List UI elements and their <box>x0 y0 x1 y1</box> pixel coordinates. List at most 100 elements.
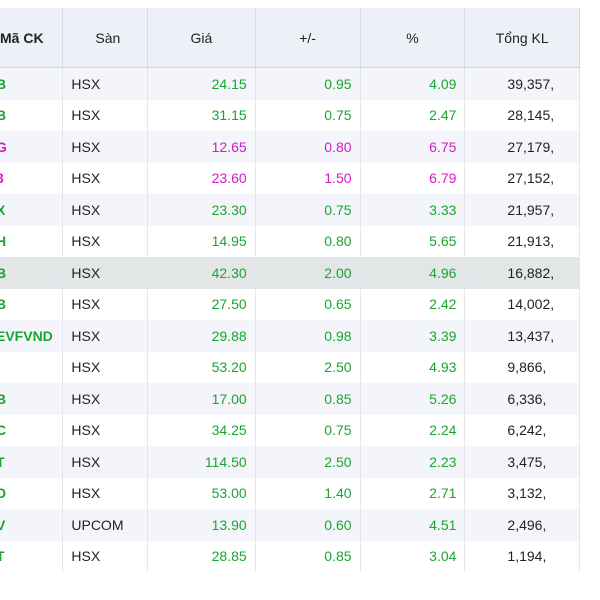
stock-code-cell: X <box>0 194 64 226</box>
stock-table: Mã CK Sàn Giá +/- % Tổng KL BHSX24.150.9… <box>0 8 580 572</box>
stock-code-cell: T <box>0 446 64 478</box>
exchange-cell: HSX <box>62 351 149 383</box>
percent-cell: 4.96 <box>360 257 466 289</box>
percent-cell: 5.26 <box>360 383 466 415</box>
total-volume-cell: 21,913, <box>464 225 580 257</box>
price-cell: 28.85 <box>147 540 256 572</box>
price-cell: 27.50 <box>147 288 256 320</box>
stock-code-cell: B <box>0 99 64 131</box>
percent-cell: 2.71 <box>360 477 466 509</box>
table-row[interactable]: DHSX53.001.402.713,132, <box>0 477 580 509</box>
exchange-cell: HSX <box>62 99 149 131</box>
header-volume[interactable]: Tổng KL <box>464 8 580 68</box>
stock-code-cell: T <box>0 540 64 572</box>
change-cell: 0.80 <box>255 131 361 163</box>
total-volume-cell: 27,152, <box>464 162 580 194</box>
stock-code-cell: B <box>0 383 64 415</box>
total-volume-cell: 21,957, <box>464 194 580 226</box>
exchange-cell: HSX <box>62 225 149 257</box>
change-cell: 1.40 <box>255 477 361 509</box>
stock-code-cell: B <box>0 257 64 289</box>
change-cell: 0.95 <box>255 67 361 100</box>
stock-code-cell: C <box>0 414 64 446</box>
change-cell: 0.60 <box>255 509 361 541</box>
header-change[interactable]: +/- <box>255 8 361 68</box>
total-volume-cell: 3,475, <box>464 446 580 478</box>
total-volume-cell: 39,357, <box>464 67 580 100</box>
percent-cell: 2.42 <box>360 288 466 320</box>
total-volume-cell: 6,242, <box>464 414 580 446</box>
percent-cell: 4.51 <box>360 509 466 541</box>
table-row[interactable]: THSX28.850.853.041,194, <box>0 540 580 572</box>
percent-cell: 2.23 <box>360 446 466 478</box>
stock-code-cell: G <box>0 131 64 163</box>
change-cell: 0.98 <box>255 320 361 352</box>
change-cell: 1.50 <box>255 162 361 194</box>
table-row[interactable]: IHSX53.202.504.939,866, <box>0 351 580 383</box>
header-exchange[interactable]: Sàn <box>62 8 149 68</box>
table-row[interactable]: THSX114.502.502.233,475, <box>0 446 580 478</box>
exchange-cell: HSX <box>62 383 149 415</box>
percent-cell: 5.65 <box>360 225 466 257</box>
table-row[interactable]: VUPCOM13.900.604.512,496, <box>0 509 580 541</box>
total-volume-cell: 28,145, <box>464 99 580 131</box>
price-cell: 31.15 <box>147 99 256 131</box>
header-percent[interactable]: % <box>360 8 466 68</box>
stock-code-cell: D <box>0 477 64 509</box>
change-cell: 0.65 <box>255 288 361 320</box>
total-volume-cell: 1,194, <box>464 540 580 572</box>
price-cell: 12.65 <box>147 131 256 163</box>
exchange-cell: HSX <box>62 540 149 572</box>
table-row[interactable]: BHSX17.000.855.266,336, <box>0 383 580 415</box>
exchange-cell: HSX <box>62 288 149 320</box>
change-cell: 2.00 <box>255 257 361 289</box>
price-cell: 53.20 <box>147 351 256 383</box>
exchange-cell: HSX <box>62 446 149 478</box>
percent-cell: 4.93 <box>360 351 466 383</box>
stock-code-cell: H <box>0 225 64 257</box>
stock-code-cell: EVFVND <box>0 320 64 352</box>
change-cell: 0.85 <box>255 540 361 572</box>
price-cell: 114.50 <box>147 446 256 478</box>
percent-cell: 6.75 <box>360 131 466 163</box>
header-price[interactable]: Giá <box>147 8 256 68</box>
percent-cell: 6.79 <box>360 162 466 194</box>
header-code[interactable]: Mã CK <box>0 8 64 68</box>
change-cell: 0.75 <box>255 99 361 131</box>
price-cell: 34.25 <box>147 414 256 446</box>
total-volume-cell: 13,437, <box>464 320 580 352</box>
price-cell: 29.88 <box>147 320 256 352</box>
exchange-cell: HSX <box>62 320 149 352</box>
price-cell: 23.60 <box>147 162 256 194</box>
stock-code-cell: 3 <box>0 162 64 194</box>
percent-cell: 2.24 <box>360 414 466 446</box>
exchange-cell: HSX <box>62 162 149 194</box>
exchange-cell: HSX <box>62 414 149 446</box>
exchange-cell: HSX <box>62 67 149 100</box>
change-cell: 2.50 <box>255 351 361 383</box>
total-volume-cell: 14,002, <box>464 288 580 320</box>
change-cell: 0.85 <box>255 383 361 415</box>
price-cell: 42.30 <box>147 257 256 289</box>
table-row[interactable]: EVFVND HSX 29.88 0.98 3.39 13,437, <box>0 320 580 352</box>
percent-cell: 3.33 <box>360 194 466 226</box>
table-body: BHSX24.150.954.0939,357,BHSX31.150.752.4… <box>0 67 580 572</box>
table-row[interactable]: CHSX34.250.752.246,242, <box>0 414 580 446</box>
exchange-cell: HSX <box>62 194 149 226</box>
exchange-cell: HSX <box>62 131 149 163</box>
total-volume-cell: 27,179, <box>464 131 580 163</box>
price-cell: 14.95 <box>147 225 256 257</box>
exchange-cell: HSX <box>62 477 149 509</box>
percent-cell: 2.47 <box>360 99 466 131</box>
price-cell: 24.15 <box>147 67 256 100</box>
change-cell: 0.80 <box>255 225 361 257</box>
